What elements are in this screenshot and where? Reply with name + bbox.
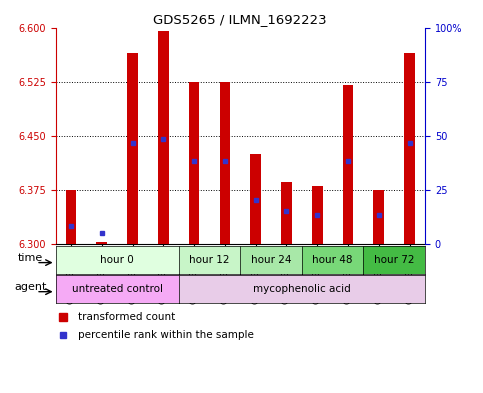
Bar — [66, 189, 76, 244]
Bar — [158, 31, 169, 244]
Text: hour 72: hour 72 — [374, 255, 414, 265]
Bar — [189, 81, 199, 244]
Text: hour 24: hour 24 — [251, 255, 291, 265]
Text: time: time — [18, 253, 43, 263]
Bar — [250, 154, 261, 244]
Text: mycophenolic acid: mycophenolic acid — [253, 284, 351, 294]
Bar — [373, 189, 384, 244]
Text: agent: agent — [14, 283, 47, 292]
Text: hour 12: hour 12 — [189, 255, 230, 265]
Text: transformed count: transformed count — [78, 312, 175, 322]
Text: hour 48: hour 48 — [313, 255, 353, 265]
Text: hour 0: hour 0 — [100, 255, 134, 265]
Title: GDS5265 / ILMN_1692223: GDS5265 / ILMN_1692223 — [154, 13, 327, 26]
Bar — [96, 242, 107, 244]
Bar — [219, 81, 230, 244]
Bar — [342, 85, 354, 244]
Text: percentile rank within the sample: percentile rank within the sample — [78, 329, 254, 340]
Bar — [281, 182, 292, 244]
Bar — [404, 53, 415, 244]
Bar — [312, 186, 323, 244]
Bar — [127, 53, 138, 244]
Text: untreated control: untreated control — [71, 284, 163, 294]
